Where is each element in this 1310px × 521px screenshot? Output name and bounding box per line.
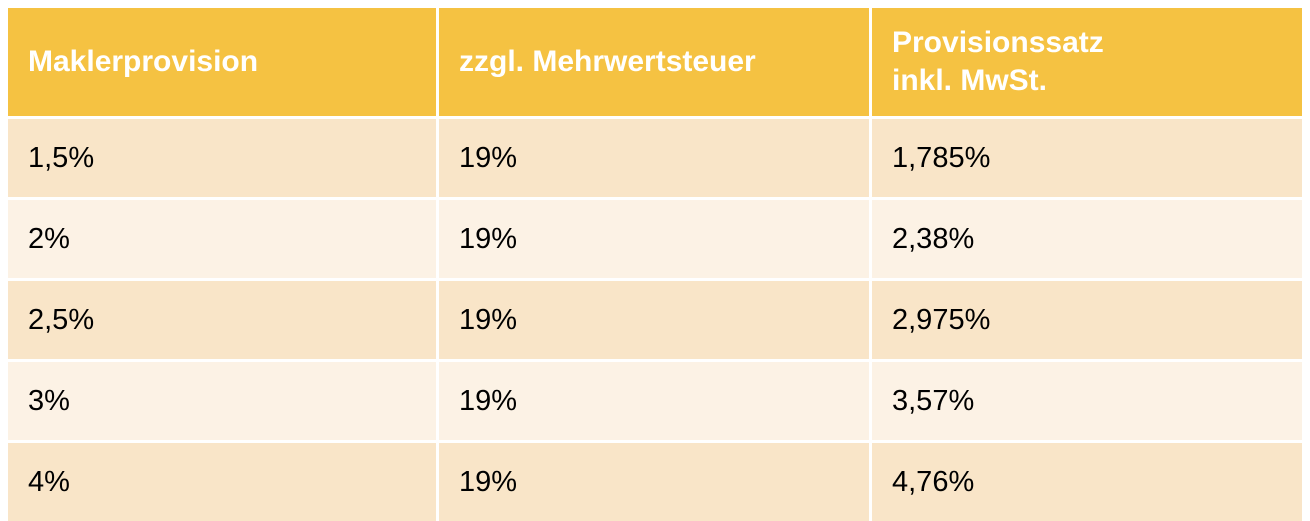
commission-table: Maklerprovision zzgl. Mehrwertsteuer Pro… xyxy=(8,8,1302,521)
table-cell-vat: 19% xyxy=(439,119,869,197)
table-cell-rate-incl-vat: 4,76% xyxy=(872,443,1302,521)
header-label: zzgl. Mehrwertsteuer xyxy=(459,45,756,78)
header-label-line1: Provisionssatz xyxy=(892,26,1104,59)
table-cell-rate-incl-vat: 2,38% xyxy=(872,200,1302,278)
table-cell-rate-incl-vat: 2,975% xyxy=(872,281,1302,359)
table-cell-rate-incl-vat: 1,785% xyxy=(872,119,1302,197)
table-cell-commission: 2,5% xyxy=(8,281,436,359)
table-cell-vat: 19% xyxy=(439,281,869,359)
table-cell-rate-incl-vat: 3,57% xyxy=(872,362,1302,440)
table-cell-commission: 3% xyxy=(8,362,436,440)
header-maklerprovision: Maklerprovision xyxy=(8,8,436,116)
header-label-line2: inkl. MwSt. xyxy=(892,64,1048,97)
table-cell-vat: 19% xyxy=(439,200,869,278)
header-mehrwertsteuer: zzgl. Mehrwertsteuer xyxy=(439,8,869,116)
header-provisionssatz: Provisionssatz inkl. MwSt. xyxy=(872,8,1302,116)
table-cell-commission: 1,5% xyxy=(8,119,436,197)
table-cell-commission: 2% xyxy=(8,200,436,278)
table-cell-vat: 19% xyxy=(439,443,869,521)
header-label: Maklerprovision xyxy=(28,45,259,78)
table-cell-commission: 4% xyxy=(8,443,436,521)
table-cell-vat: 19% xyxy=(439,362,869,440)
